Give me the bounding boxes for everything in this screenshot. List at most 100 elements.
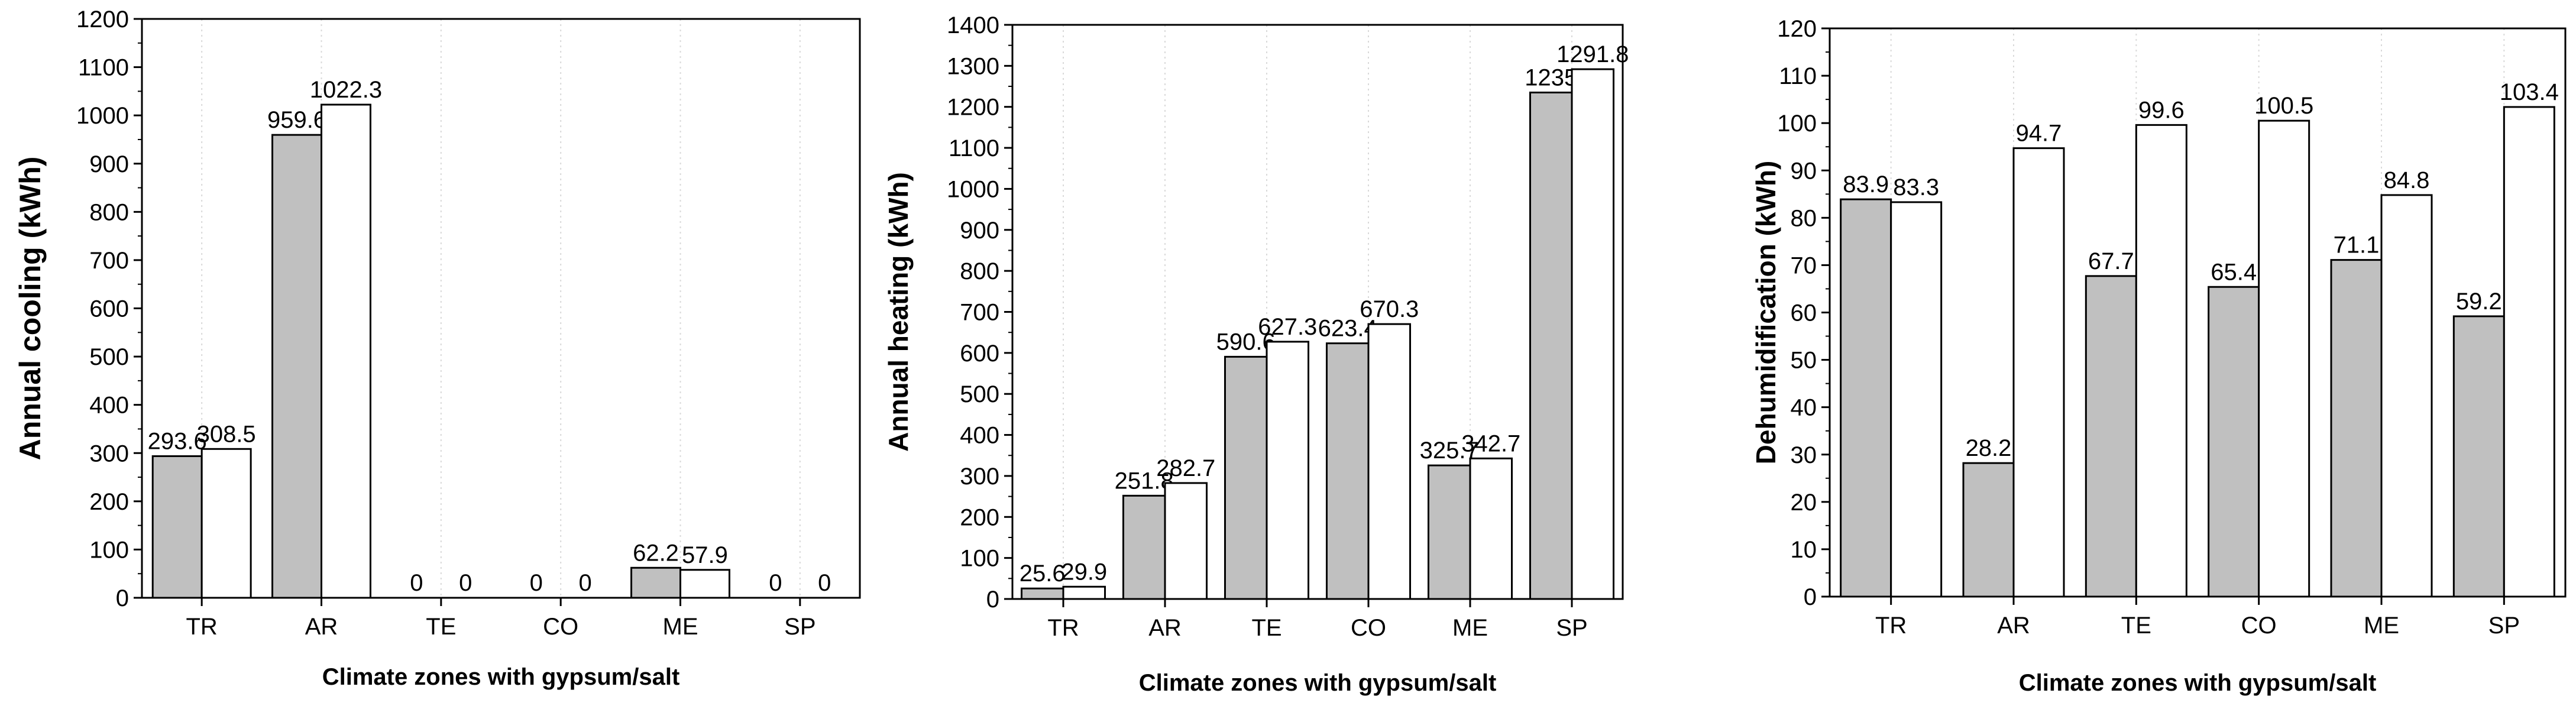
chart-panel-1: 293.6 959.6 0 0 62.2 0 308.5 1022.3 0 0 57.9 0 0 100 2… — [14, 7, 861, 690]
y-tick-label: 110 — [1779, 63, 1817, 89]
bar-series-1-tr — [1840, 198, 1892, 598]
bar-series-1-me — [630, 566, 681, 599]
bar-series-2-ar — [1164, 482, 1208, 600]
bar-series-1-co — [2208, 286, 2260, 598]
y-tick-label: 200 — [89, 489, 129, 515]
x-tick-label-sp: SP — [2488, 613, 2520, 639]
bar-series-2-tr — [1062, 585, 1106, 600]
y-tick-label: 50 — [1791, 348, 1817, 374]
y-tick-label: 700 — [89, 248, 129, 274]
data-label: 0 — [818, 570, 831, 596]
bar-series-1-ar — [1962, 462, 2015, 598]
chart-panel-2: 25.6 251.8 590.6 623.4 325.7 1235 29.9 282.7 627… — [883, 12, 1629, 696]
y-tick-label: 200 — [960, 504, 999, 530]
data-label: 1235 — [1525, 64, 1577, 90]
data-label: 28.2 — [1966, 435, 2012, 461]
bar-series-2-sp — [2503, 106, 2555, 598]
bar-series-2-me — [679, 569, 730, 599]
data-label: 59.2 — [2456, 289, 2502, 315]
bar-series-2-me — [1469, 457, 1513, 600]
y-tick-label: 800 — [89, 199, 129, 225]
bar-series-2-ar — [321, 103, 371, 599]
x-tick-label-co: CO — [543, 614, 578, 640]
y-tick-label: 120 — [1777, 16, 1817, 42]
data-label: 0 — [769, 570, 782, 596]
y-tick-label: 1200 — [76, 7, 129, 33]
y-tick-label: 900 — [960, 218, 999, 244]
y-tick-label: 500 — [960, 381, 999, 407]
data-label: 670.3 — [1360, 296, 1419, 322]
data-label: 83.3 — [1893, 174, 1939, 200]
data-label: 251.8 — [1115, 468, 1174, 494]
data-label: 99.6 — [2138, 97, 2185, 123]
x-tick-label-co: CO — [1351, 615, 1386, 641]
data-label: 342.7 — [1461, 430, 1520, 456]
bar-series-1-ar — [271, 134, 322, 599]
data-label: 325.7 — [1420, 438, 1479, 464]
data-label: 293.6 — [148, 428, 207, 454]
bar-series-1-ar — [1122, 494, 1166, 600]
x-tick-label-tr: TR — [1875, 613, 1907, 639]
y-tick-label: 1100 — [78, 55, 129, 81]
bar-series-1-sp — [1529, 91, 1573, 600]
bar-series-2-te — [2135, 124, 2187, 598]
y-tick-label: 500 — [89, 344, 129, 370]
bar-series-1-sp — [2452, 315, 2505, 598]
x-tick-label-te: TE — [1251, 615, 1281, 641]
y-tick-label: 1100 — [949, 135, 999, 161]
x-tick-label-co: CO — [2241, 613, 2277, 639]
y-tick-label: 70 — [1791, 252, 1817, 278]
y-tick-label: 700 — [960, 300, 999, 326]
bar-series-2-tr — [1890, 201, 1943, 598]
x-tick-label-sp: SP — [784, 614, 815, 640]
bar-series-2-me — [2380, 194, 2433, 598]
data-label: 0 — [459, 570, 472, 596]
data-label: 83.9 — [1843, 171, 1889, 197]
bar-series-2-ar — [2012, 147, 2065, 598]
data-label: 29.9 — [1061, 559, 1107, 585]
data-label: 84.8 — [2384, 167, 2430, 193]
y-tick-label: 0 — [986, 587, 999, 613]
bar-series-1-te — [1224, 355, 1268, 600]
bar-series-1-co — [1325, 342, 1370, 600]
data-label: 627.3 — [1258, 314, 1317, 340]
y-axis-title: Annual heating (kWh) — [883, 172, 914, 452]
data-label: 308.5 — [197, 421, 256, 447]
x-tick-label-ar: AR — [1148, 615, 1182, 641]
y-tick-label: 1000 — [76, 103, 129, 129]
data-label: 67.7 — [2088, 248, 2134, 274]
bar-series-2-te — [1266, 341, 1310, 600]
data-label: 959.6 — [267, 107, 326, 133]
y-tick-label: 10 — [1791, 537, 1817, 563]
data-label: 103.4 — [2500, 79, 2559, 105]
data-label: 1022.3 — [310, 77, 382, 103]
data-label: 590.6 — [1216, 329, 1276, 355]
y-tick-label: 20 — [1791, 490, 1817, 516]
x-tick-label-me: ME — [663, 614, 698, 640]
y-tick-label: 100 — [960, 546, 999, 572]
y-tick-label: 1200 — [947, 95, 999, 121]
data-label: 1291.8 — [1556, 41, 1629, 67]
y-tick-label: 90 — [1791, 158, 1817, 184]
y-tick-label: 600 — [960, 341, 999, 367]
x-axis-title: Climate zones with gypsum/salt — [322, 664, 680, 690]
bar-series-1-tr — [151, 455, 203, 599]
y-tick-label: 400 — [89, 393, 129, 419]
y-tick-label: 30 — [1791, 442, 1817, 468]
x-tick-label-te: TE — [2121, 613, 2151, 639]
y-axis-title: Annual cooling (kWh) — [14, 157, 47, 461]
y-tick-label: 40 — [1791, 395, 1817, 421]
y-tick-label: 1300 — [947, 53, 999, 79]
data-label: 57.9 — [682, 542, 728, 568]
x-tick-label-me: ME — [1452, 615, 1488, 641]
x-axis-title: Climate zones with gypsum/salt — [2019, 670, 2377, 696]
data-label: 0 — [579, 570, 592, 596]
x-tick-label-me: ME — [2364, 613, 2399, 639]
data-label: 25.6 — [1020, 561, 1066, 587]
data-label: 0 — [530, 570, 543, 596]
chart-panel-3: 83.9 28.2 67.7 65.4 71.1 59.2 83.3 94.7 99.6 100.… — [1750, 16, 2567, 696]
data-label: 0 — [410, 570, 423, 596]
y-tick-label: 900 — [89, 151, 129, 177]
